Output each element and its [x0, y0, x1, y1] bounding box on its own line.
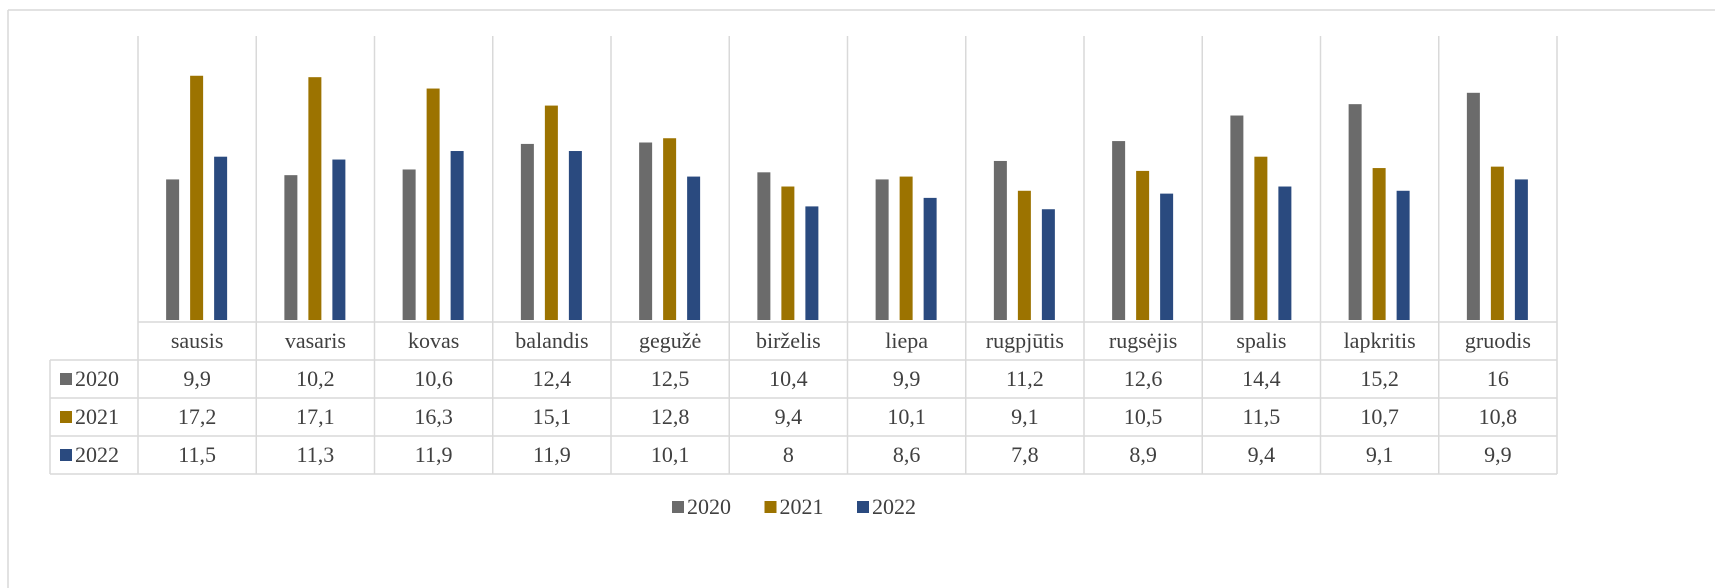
category-label: rugsėjis — [1109, 328, 1177, 353]
table-cell: 7,8 — [1011, 442, 1039, 467]
bar — [639, 142, 653, 320]
bar — [544, 105, 558, 320]
bar — [1017, 190, 1031, 320]
table-cell: 8,9 — [1129, 442, 1157, 467]
table-cell: 11,5 — [178, 442, 216, 467]
bar — [1490, 166, 1504, 320]
table-cell: 10,8 — [1479, 404, 1518, 429]
category-label: liepa — [885, 328, 928, 353]
table-cell: 15,1 — [533, 404, 572, 429]
table-cell: 9,4 — [1248, 442, 1276, 467]
table-cell: 10,1 — [651, 442, 690, 467]
legend-label: 2021 — [780, 494, 824, 519]
table-cell: 14,4 — [1242, 366, 1281, 391]
table-cell: 9,9 — [893, 366, 921, 391]
bar — [1348, 104, 1362, 320]
bar — [402, 169, 416, 320]
bar — [166, 179, 180, 320]
bar — [1372, 168, 1386, 320]
bar — [568, 151, 582, 320]
legend-key — [764, 501, 777, 513]
bar — [214, 156, 228, 320]
table-cell: 8 — [783, 442, 794, 467]
bar — [923, 197, 937, 320]
bar — [190, 75, 204, 320]
category-label: gruodis — [1465, 328, 1531, 353]
row-legend-key — [60, 411, 72, 423]
bar — [1514, 179, 1528, 320]
row-header: 2022 — [75, 442, 119, 467]
table-cell: 10,2 — [296, 366, 335, 391]
bar — [308, 77, 322, 321]
row-legend-key — [60, 373, 72, 385]
bar — [805, 206, 819, 320]
category-label: balandis — [515, 328, 588, 353]
table-cell: 8,6 — [893, 442, 921, 467]
category-label: spalis — [1236, 328, 1286, 353]
table-cell: 11,3 — [297, 442, 335, 467]
table-cell: 9,9 — [1484, 442, 1512, 467]
table-cell: 11,2 — [1006, 366, 1044, 391]
table-cell: 9,9 — [183, 366, 211, 391]
category-label: lapkritis — [1344, 328, 1416, 353]
table-cell: 12,6 — [1124, 366, 1163, 391]
bar — [450, 151, 464, 320]
bar — [1396, 190, 1410, 320]
legend-label: 2022 — [872, 494, 916, 519]
category-label: vasaris — [285, 328, 346, 353]
table-cell: 9,1 — [1011, 404, 1039, 429]
bar — [687, 176, 701, 320]
table-cell: 15,2 — [1360, 366, 1399, 391]
table-cell: 10,4 — [769, 366, 808, 391]
table-cell: 11,9 — [533, 442, 571, 467]
table-cell: 12,5 — [651, 366, 690, 391]
bar — [875, 179, 889, 320]
row-header: 2021 — [75, 404, 119, 429]
legend-label: 2020 — [687, 494, 731, 519]
bar — [1160, 193, 1174, 320]
bar — [899, 176, 913, 320]
table-cell: 12,4 — [533, 366, 572, 391]
category-label: gegužė — [639, 328, 701, 353]
table-cell: 12,8 — [651, 404, 690, 429]
bar — [781, 186, 795, 320]
table-cell: 9,4 — [775, 404, 803, 429]
bar — [1136, 170, 1150, 320]
bar — [757, 172, 771, 320]
legend-key — [672, 501, 684, 513]
row-header: 2020 — [75, 366, 119, 391]
table-cell: 10,5 — [1124, 404, 1163, 429]
table-cell: 11,5 — [1243, 404, 1281, 429]
bar — [993, 160, 1007, 320]
table-cell: 11,9 — [415, 442, 453, 467]
category-label: rugpjūtis — [986, 328, 1064, 353]
table-cell: 9,1 — [1366, 442, 1394, 467]
bar — [1112, 141, 1126, 320]
bar — [1254, 156, 1268, 320]
bar — [1230, 115, 1244, 321]
bar — [1041, 209, 1055, 320]
bar — [1466, 92, 1480, 320]
category-label: kovas — [408, 328, 459, 353]
table-cell: 16,3 — [414, 404, 453, 429]
table-cell: 16 — [1487, 366, 1509, 391]
bar — [284, 175, 298, 320]
bar — [426, 88, 440, 320]
table-cell: 10,7 — [1360, 404, 1399, 429]
category-label: birželis — [756, 328, 821, 353]
table-cell: 17,1 — [296, 404, 335, 429]
row-legend-key — [60, 449, 72, 461]
bar — [663, 138, 677, 320]
category-label: sausis — [171, 328, 224, 353]
table-cell: 10,6 — [414, 366, 453, 391]
bar — [520, 143, 534, 320]
bar — [332, 159, 346, 320]
table-cell: 17,2 — [178, 404, 217, 429]
bar — [1278, 186, 1292, 320]
legend-key — [857, 501, 869, 513]
table-cell: 10,1 — [887, 404, 926, 429]
